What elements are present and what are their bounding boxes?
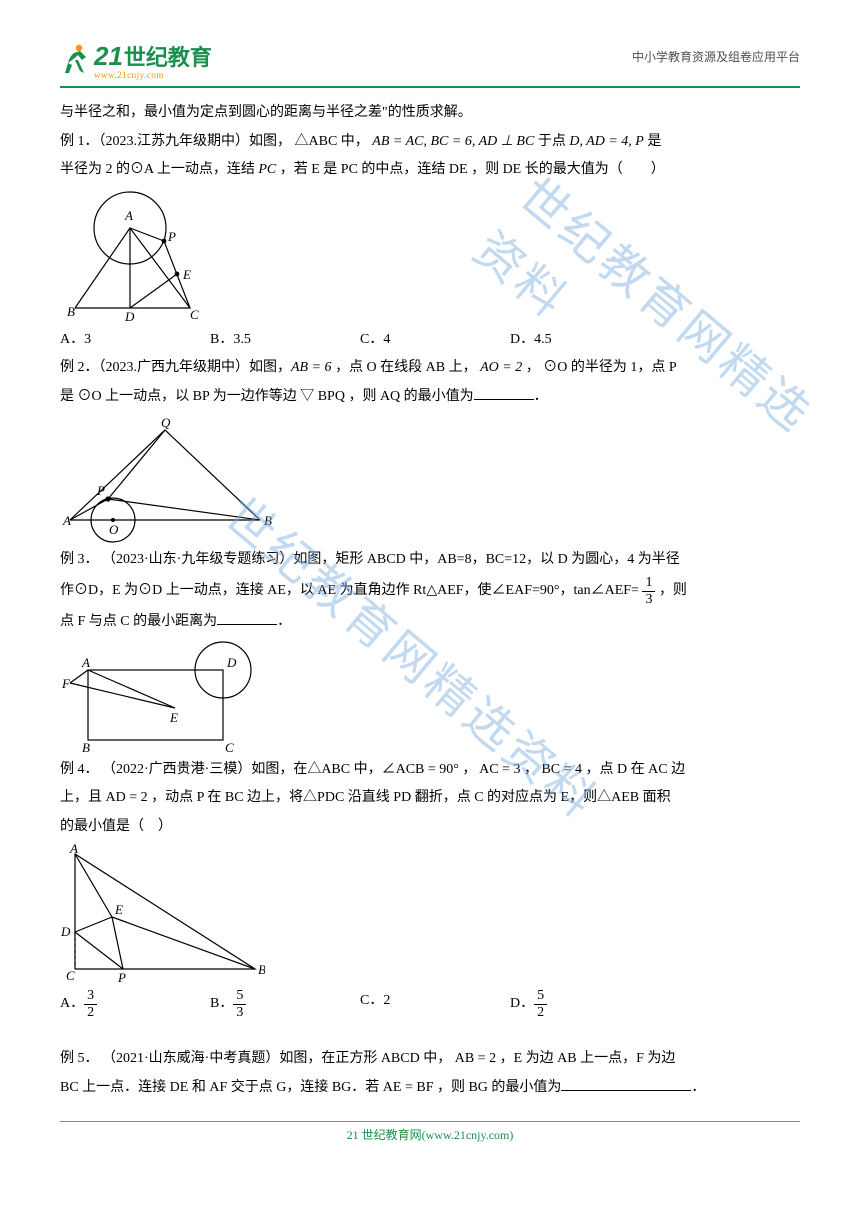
ex4-choice-a: A．32	[60, 988, 210, 1020]
svg-text:B: B	[82, 740, 90, 755]
ex4-figure: A D E C P B	[60, 844, 800, 984]
svg-text:P: P	[167, 229, 176, 244]
ex1-line2: 半径为 2 的⊙A 上一动点，连结 PC ，若 E 是 PC 的中点，连结 DE…	[60, 157, 800, 184]
ex3-blank	[217, 610, 277, 625]
svg-text:Q: Q	[161, 415, 171, 430]
ex4-choice-c: C．2	[360, 988, 510, 1020]
svg-text:C: C	[66, 968, 75, 983]
svg-text:E: E	[182, 267, 191, 282]
ex2-line1: 例 2．（2023.广西九年级期中）如图，AB = 6 ，点 O 在线段 AB …	[60, 355, 800, 382]
svg-text:P: P	[96, 483, 105, 498]
svg-text:D: D	[226, 655, 237, 670]
svg-text:A: A	[62, 513, 71, 528]
ex3-line1: 例 3． （2023·山东·九年级专题练习）如图，矩形 ABCD 中，AB=8，…	[60, 547, 800, 574]
ex4-line2: 上，且 AD = 2 ，动点 P 在 BC 边上，将△PDC 沿直线 PD 翻折…	[60, 785, 800, 812]
ex3-figure: A D B C E F	[60, 640, 800, 755]
svg-text:P: P	[117, 970, 126, 984]
svg-text:B: B	[264, 513, 272, 528]
ex1-choice-c: C．4	[360, 327, 510, 354]
ex1-line1: 例 1．（2023.江苏九年级期中）如图， △ABC 中， AB = AC, B…	[60, 129, 800, 156]
svg-text:F: F	[61, 676, 71, 691]
ex2-blank	[474, 385, 534, 400]
page-header: 21 世纪教育 www.21cnjy.com 中小学教育资源及组卷应用平台	[60, 40, 800, 88]
svg-text:E: E	[114, 902, 123, 917]
svg-text:A: A	[69, 844, 78, 856]
svg-text:O: O	[109, 522, 119, 537]
logo-21: 21	[94, 41, 123, 72]
svg-text:D: D	[124, 309, 135, 323]
svg-text:A: A	[124, 208, 133, 223]
ex3-line3: 点 F 与点 C 的最小距离为．	[60, 609, 800, 636]
site-logo: 21 世纪教育 www.21cnjy.com	[60, 40, 212, 80]
ex1-figure: A P E B D C	[60, 188, 800, 323]
svg-text:C: C	[225, 740, 234, 755]
ex2-line2: 是 ⊙O 上一动点，以 BP 为一边作等边 ▽ BPQ ，则 AQ 的最小值为．	[60, 384, 800, 411]
ex3-line2: 作⊙D，E 为⊙D 上一动点，连接 AE，以 AE 为直角边作 Rt△AEF，使…	[60, 575, 800, 607]
ex5-blank	[561, 1076, 691, 1091]
ex1-choice-a: A．3	[60, 327, 210, 354]
logo-runner-icon	[60, 43, 90, 77]
ex5-line2: BC 上一点．连接 DE 和 AF 交于点 G，连接 BG．若 AE = BF …	[60, 1075, 800, 1102]
ex4-line3: 的最小值是（ ）	[60, 814, 800, 841]
ex4-line1: 例 4． （2022·广西贵港·三模）如图，在△ABC 中，∠ACB = 90°…	[60, 757, 800, 784]
document-body: 与半径之和，最小值为定点到圆心的距离与半径之差"的性质求解。 例 1．（2023…	[60, 100, 800, 1101]
svg-text:B: B	[258, 962, 265, 977]
svg-text:B: B	[67, 304, 75, 319]
ex3-fraction: 13	[642, 575, 655, 607]
svg-text:C: C	[190, 307, 199, 322]
svg-text:A: A	[81, 655, 90, 670]
header-tagline: 中小学教育资源及组卷应用平台	[632, 40, 800, 65]
logo-text: 21 世纪教育	[94, 40, 212, 72]
svg-text:D: D	[60, 924, 71, 939]
ex1-choice-d: D．4.5	[510, 327, 660, 354]
ex4-choice-b: B．53	[210, 988, 360, 1020]
ex5-line1: 例 5． （2021·山东威海·中考真题）如图，在正方形 ABCD 中， AB …	[60, 1046, 800, 1073]
logo-main-text: 世纪教育	[124, 40, 212, 72]
footer-text: 21 世纪教育网(www.21cnjy.com)	[60, 1122, 800, 1143]
intro-line: 与半径之和，最小值为定点到圆心的距离与半径之差"的性质求解。	[60, 100, 800, 127]
ex1-choice-b: B．3.5	[210, 327, 360, 354]
svg-text:E: E	[169, 710, 178, 725]
ex1-choices: A．3 B．3.5 C．4 D．4.5	[60, 327, 800, 354]
ex4-choice-d: D．52	[510, 988, 660, 1020]
ex4-choices: A．32 B．53 C．2 D．52	[60, 988, 800, 1020]
ex2-figure: A O P Q B	[60, 415, 800, 545]
